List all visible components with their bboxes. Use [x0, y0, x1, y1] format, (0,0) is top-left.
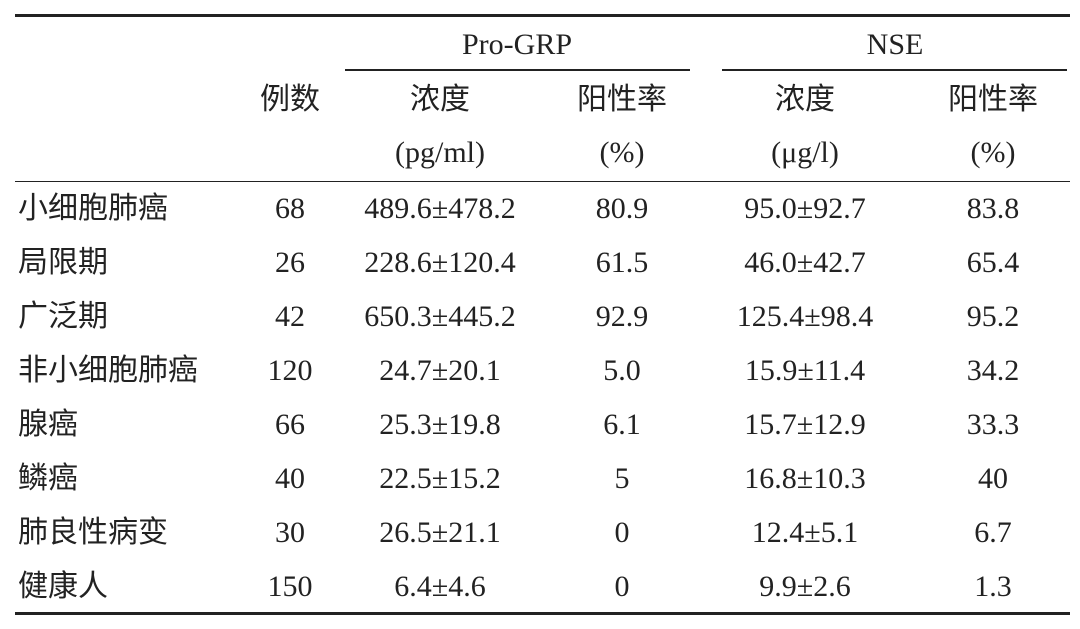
bottom-rule: [15, 612, 1070, 615]
row-label: 肺良性病变: [18, 516, 168, 549]
cell: 83.8: [966, 192, 1020, 225]
cell: 40: [978, 462, 1008, 495]
cell: 125.4±98.4: [736, 300, 874, 333]
cell: 9.9±2.6: [759, 570, 851, 603]
column-unit: (μg/l): [771, 136, 839, 169]
cell: 12.4±5.1: [751, 516, 859, 549]
row-label: 腺癌: [18, 408, 78, 441]
column-header: 浓度: [775, 83, 835, 116]
cell: 92.9: [595, 300, 649, 333]
cell: 650.3±445.2: [364, 300, 516, 333]
cell: 25.3±19.8: [379, 408, 501, 441]
cell: 95.2: [966, 300, 1020, 333]
cell: 6.7: [974, 516, 1012, 549]
cell: 150: [267, 570, 313, 603]
group-header: NSE: [866, 28, 924, 61]
cell: 33.3: [966, 408, 1020, 441]
cell: 30: [275, 516, 305, 549]
cell: 22.5±15.2: [379, 462, 501, 495]
cell: 15.7±12.9: [744, 408, 866, 441]
group-rule: [345, 69, 690, 71]
column-unit: (%): [970, 136, 1016, 169]
cell: 40: [275, 462, 305, 495]
header-rule: [15, 181, 1070, 182]
cell: 5: [614, 462, 630, 495]
cell: 61.5: [595, 246, 649, 279]
row-label: 广泛期: [18, 300, 108, 333]
cell: 6.1: [603, 408, 641, 441]
cell: 24.7±20.1: [379, 354, 501, 387]
column-header: 浓度: [410, 83, 470, 116]
cell: 26.5±21.1: [379, 516, 501, 549]
cell: 46.0±42.7: [744, 246, 866, 279]
row-label: 鳞癌: [18, 462, 78, 495]
top-rule: [15, 14, 1070, 17]
cell: 0: [614, 516, 630, 549]
row-label: 小细胞肺癌: [18, 192, 168, 225]
row-label: 健康人: [18, 570, 108, 603]
cell: 68: [275, 192, 305, 225]
cell: 26: [275, 246, 305, 279]
row-label: 非小细胞肺癌: [18, 354, 198, 387]
cell: 95.0±92.7: [744, 192, 866, 225]
group-rule: [722, 69, 1067, 71]
cell: 66: [275, 408, 305, 441]
cell: 65.4: [966, 246, 1020, 279]
column-header: 阳性率: [948, 83, 1038, 116]
cell: 42: [275, 300, 305, 333]
row-label: 局限期: [18, 246, 108, 279]
cell: 0: [614, 570, 630, 603]
column-header: 阳性率: [577, 83, 667, 116]
cell: 1.3: [974, 570, 1012, 603]
cell: 15.9±11.4: [744, 354, 866, 387]
cell: 16.8±10.3: [744, 462, 866, 495]
cell: 6.4±4.6: [394, 570, 486, 603]
cell: 80.9: [595, 192, 649, 225]
column-unit: (pg/ml): [395, 136, 485, 169]
cell: 5.0: [603, 354, 641, 387]
cell: 489.6±478.2: [364, 192, 516, 225]
cell: 120: [267, 354, 313, 387]
cell: 228.6±120.4: [364, 246, 516, 279]
column-unit: (%): [599, 136, 645, 169]
cell: 34.2: [966, 354, 1020, 387]
header-count: 例数: [260, 83, 320, 116]
group-header: Pro-GRP: [461, 28, 573, 61]
